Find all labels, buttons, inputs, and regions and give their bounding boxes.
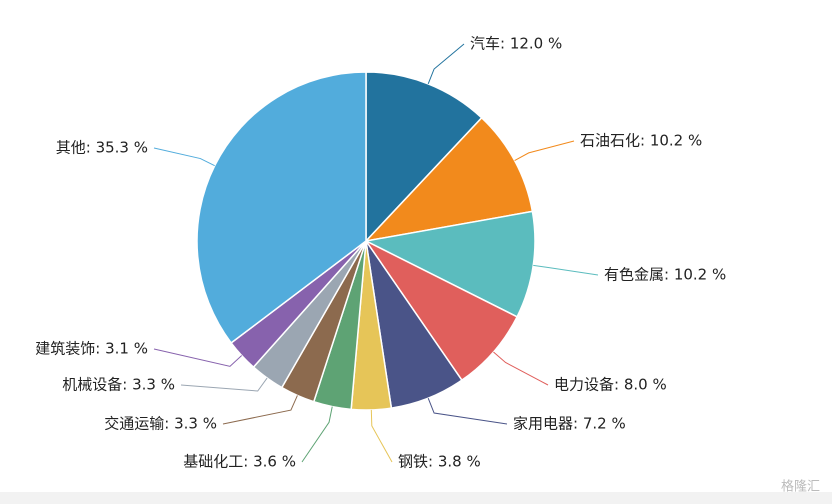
data-label: 汽车: 12.0 % [470,35,562,53]
leader-line [533,264,599,276]
data-label: 交通运输: 3.3 % [104,415,217,433]
leader-line [153,147,215,167]
leader-line [153,348,243,367]
leader-line [222,395,298,425]
data-label: 机械设备: 3.3 % [62,376,175,394]
footer-bar [0,492,832,504]
leader-line [514,140,575,161]
leader-line [180,377,268,392]
data-label: 建筑装饰: 3.1 % [35,340,148,358]
data-label: 电力设备: 8.0 % [554,376,667,394]
pie-slice [363,116,534,243]
leader-line [427,397,508,425]
data-label: 有色金属: 10.2 % [604,266,726,284]
leader-line [301,406,333,463]
data-label: 石油石化: 10.2 % [580,132,702,150]
pie-slice [365,71,483,243]
data-label: 基础化工: 3.6 % [183,453,296,471]
leader-line [427,43,465,85]
data-label: 其他: 35.3 % [56,139,148,157]
pie-slice [363,210,536,318]
pie-slice [196,71,367,344]
leader-line [493,351,549,386]
data-label: 家用电器: 7.2 % [513,415,626,433]
leader-line [370,409,393,463]
data-label: 钢铁: 3.8 % [398,453,481,471]
watermark: 格隆汇 [781,479,820,495]
